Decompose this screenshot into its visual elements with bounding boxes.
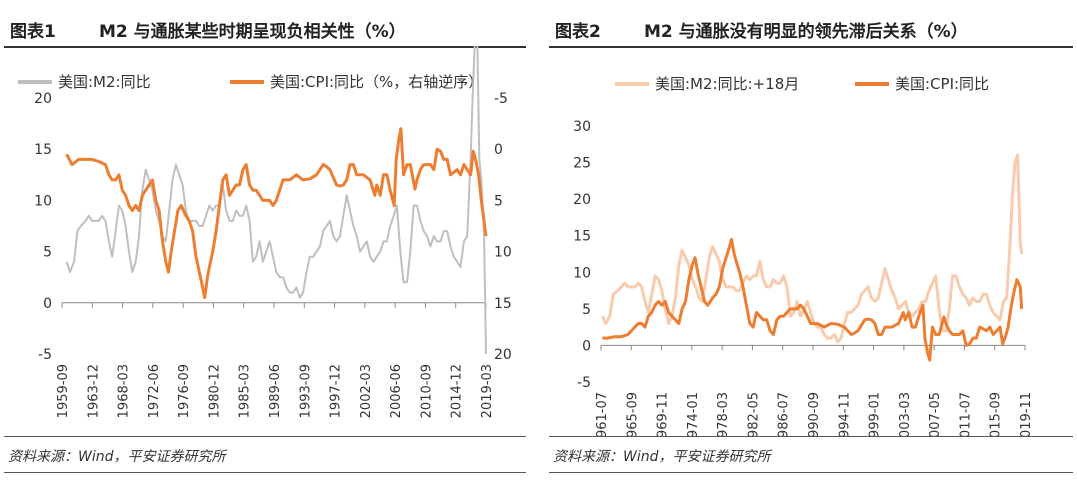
fig2-y-tick-0: 0 [582, 338, 591, 354]
fig2-x-tick-3: 1974-01 [686, 392, 701, 436]
figure-1-title: M2 与通胀某些时期呈现负相关性（%） [99, 22, 406, 42]
fig1-legend-label-0: 美国:M2:同比 [58, 73, 151, 91]
fig1-y2-tick-0: 0 [494, 142, 503, 158]
fig2-legend-label-0: 美国:M2:同比:+18月 [655, 75, 799, 93]
figure-2-title-bar: 图表2 M2 与通胀没有明显的领先滞后关系（%） [549, 6, 1073, 48]
figure-1-bottom-divider [4, 472, 526, 473]
fig1-y-tick-10: 10 [34, 193, 52, 209]
figure-1-label: 图表1 [10, 22, 56, 42]
fig1-y2-tick-5: 5 [494, 193, 503, 209]
figure-1-source: 资料来源：Wind，平安证券研究所 [8, 449, 226, 465]
fig2-x-tick-4: 1978-03 [716, 392, 731, 436]
figure-1-chart: 美国:M2:同比 美国:CPI:同比（%，右轴逆序） -5 0 5 10 15 20 -5 0 5 1… [18, 46, 512, 418]
fig1-x-tick-6: 1985-03 [238, 364, 253, 418]
figure-2-source: 资料来源：Wind，平安证券研究所 [553, 449, 771, 465]
figure-2-bottom-divider [549, 472, 1073, 473]
fig1-y-tick--5: -5 [38, 347, 52, 363]
fig2-x-tick-14: 2019-11 [1019, 392, 1034, 436]
fig1-x-tick-1: 1963-12 [86, 364, 101, 418]
fig2-x-tick-1: 1965-09 [625, 392, 640, 436]
fig2-x-tick-13: 2015-09 [989, 392, 1004, 436]
fig1-y2-tick-15: 15 [494, 296, 512, 312]
fig1-y-tick-5: 5 [43, 245, 52, 261]
fig2-x-tick-5: 1982-05 [746, 392, 761, 436]
figure-1-panel: 图表1 M2 与通胀某些时期呈现负相关性（%） 美国:M2:同比 美国:CPI:同… [0, 0, 530, 483]
fig2-legend-label-1: 美国:CPI:同比 [895, 75, 989, 93]
fig2-x-tick-2: 1969-11 [656, 392, 671, 436]
fig2-y-tick-20: 20 [573, 192, 591, 208]
figure-2-source-divider [549, 436, 1073, 437]
fig2-x-tick-7: 1990-09 [807, 392, 822, 436]
fig1-x-tick-13: 2014-12 [450, 364, 465, 418]
fig1-x-tick-8: 1993-09 [298, 364, 313, 418]
fig1-x-tick-0: 1959-09 [56, 364, 71, 418]
fig2-series-0-line [601, 153, 1024, 344]
fig1-y-tick-0: 0 [43, 296, 52, 312]
fig1-y2-tick--5: -5 [494, 91, 508, 107]
fig1-x-tick-7: 1989-06 [268, 364, 283, 418]
fig2-x-tick-6: 1986-07 [777, 392, 792, 436]
fig2-y-tick-10: 10 [573, 265, 591, 281]
fig1-legend-label-1: 美国:CPI:同比（%，右轴逆序） [270, 73, 483, 91]
fig2-x-tick-12: 2011-07 [958, 392, 973, 436]
figure-1-source-divider [4, 436, 526, 437]
fig1-x-tick-5: 1980-12 [207, 364, 222, 418]
fig1-x-tick-2: 1968-03 [117, 364, 132, 418]
fig2-series-1-line [602, 237, 1024, 362]
fig1-x-tick-4: 1976-09 [177, 364, 192, 418]
fig2-x-tick-8: 1994-11 [837, 392, 852, 436]
fig2-x-tick-0: 1961-07 [595, 392, 610, 436]
fig1-x-tick-14: 2019-03 [480, 364, 495, 418]
fig2-y-tick-30: 30 [573, 119, 591, 135]
fig2-y-tick--5: -5 [577, 375, 591, 391]
fig1-series-0-line [65, 46, 487, 355]
figure-2-panel: 图表2 M2 与通胀没有明显的领先滞后关系（%） 美国:M2:同比:+18月 美国… [545, 0, 1077, 483]
fig1-series-1-line [65, 127, 488, 300]
figure-2-label: 图表2 [555, 22, 601, 42]
fig1-y-tick-15: 15 [34, 142, 52, 158]
fig2-y-tick-5: 5 [582, 302, 591, 318]
figure-2-chart: 美国:M2:同比:+18月 美国:CPI:同比 -5 0 5 10 15 20 25 30 1961… [573, 75, 1034, 436]
fig2-x-tick-10: 2003-03 [898, 392, 913, 436]
fig2-x-tick-11: 2007-05 [928, 392, 943, 436]
fig2-x-tick-9: 1999-01 [868, 392, 883, 436]
fig2-y-tick-15: 15 [573, 229, 591, 245]
fig1-y-tick-20: 20 [34, 91, 52, 107]
fig1-x-tick-9: 1997-12 [329, 364, 344, 418]
fig1-y2-tick-10: 10 [494, 245, 512, 261]
fig1-x-tick-12: 2010-09 [419, 364, 434, 418]
fig1-x-tick-10: 2002-03 [359, 364, 374, 418]
fig1-x-tick-3: 1972-06 [147, 364, 162, 418]
figure-2-title: M2 与通胀没有明显的领先滞后关系（%） [644, 22, 968, 42]
fig1-y2-tick-20: 20 [494, 347, 512, 363]
figure-1-title-bar: 图表1 M2 与通胀某些时期呈现负相关性（%） [4, 6, 526, 48]
fig1-x-tick-11: 2006-06 [389, 364, 404, 418]
fig2-y-tick-25: 25 [573, 156, 591, 172]
